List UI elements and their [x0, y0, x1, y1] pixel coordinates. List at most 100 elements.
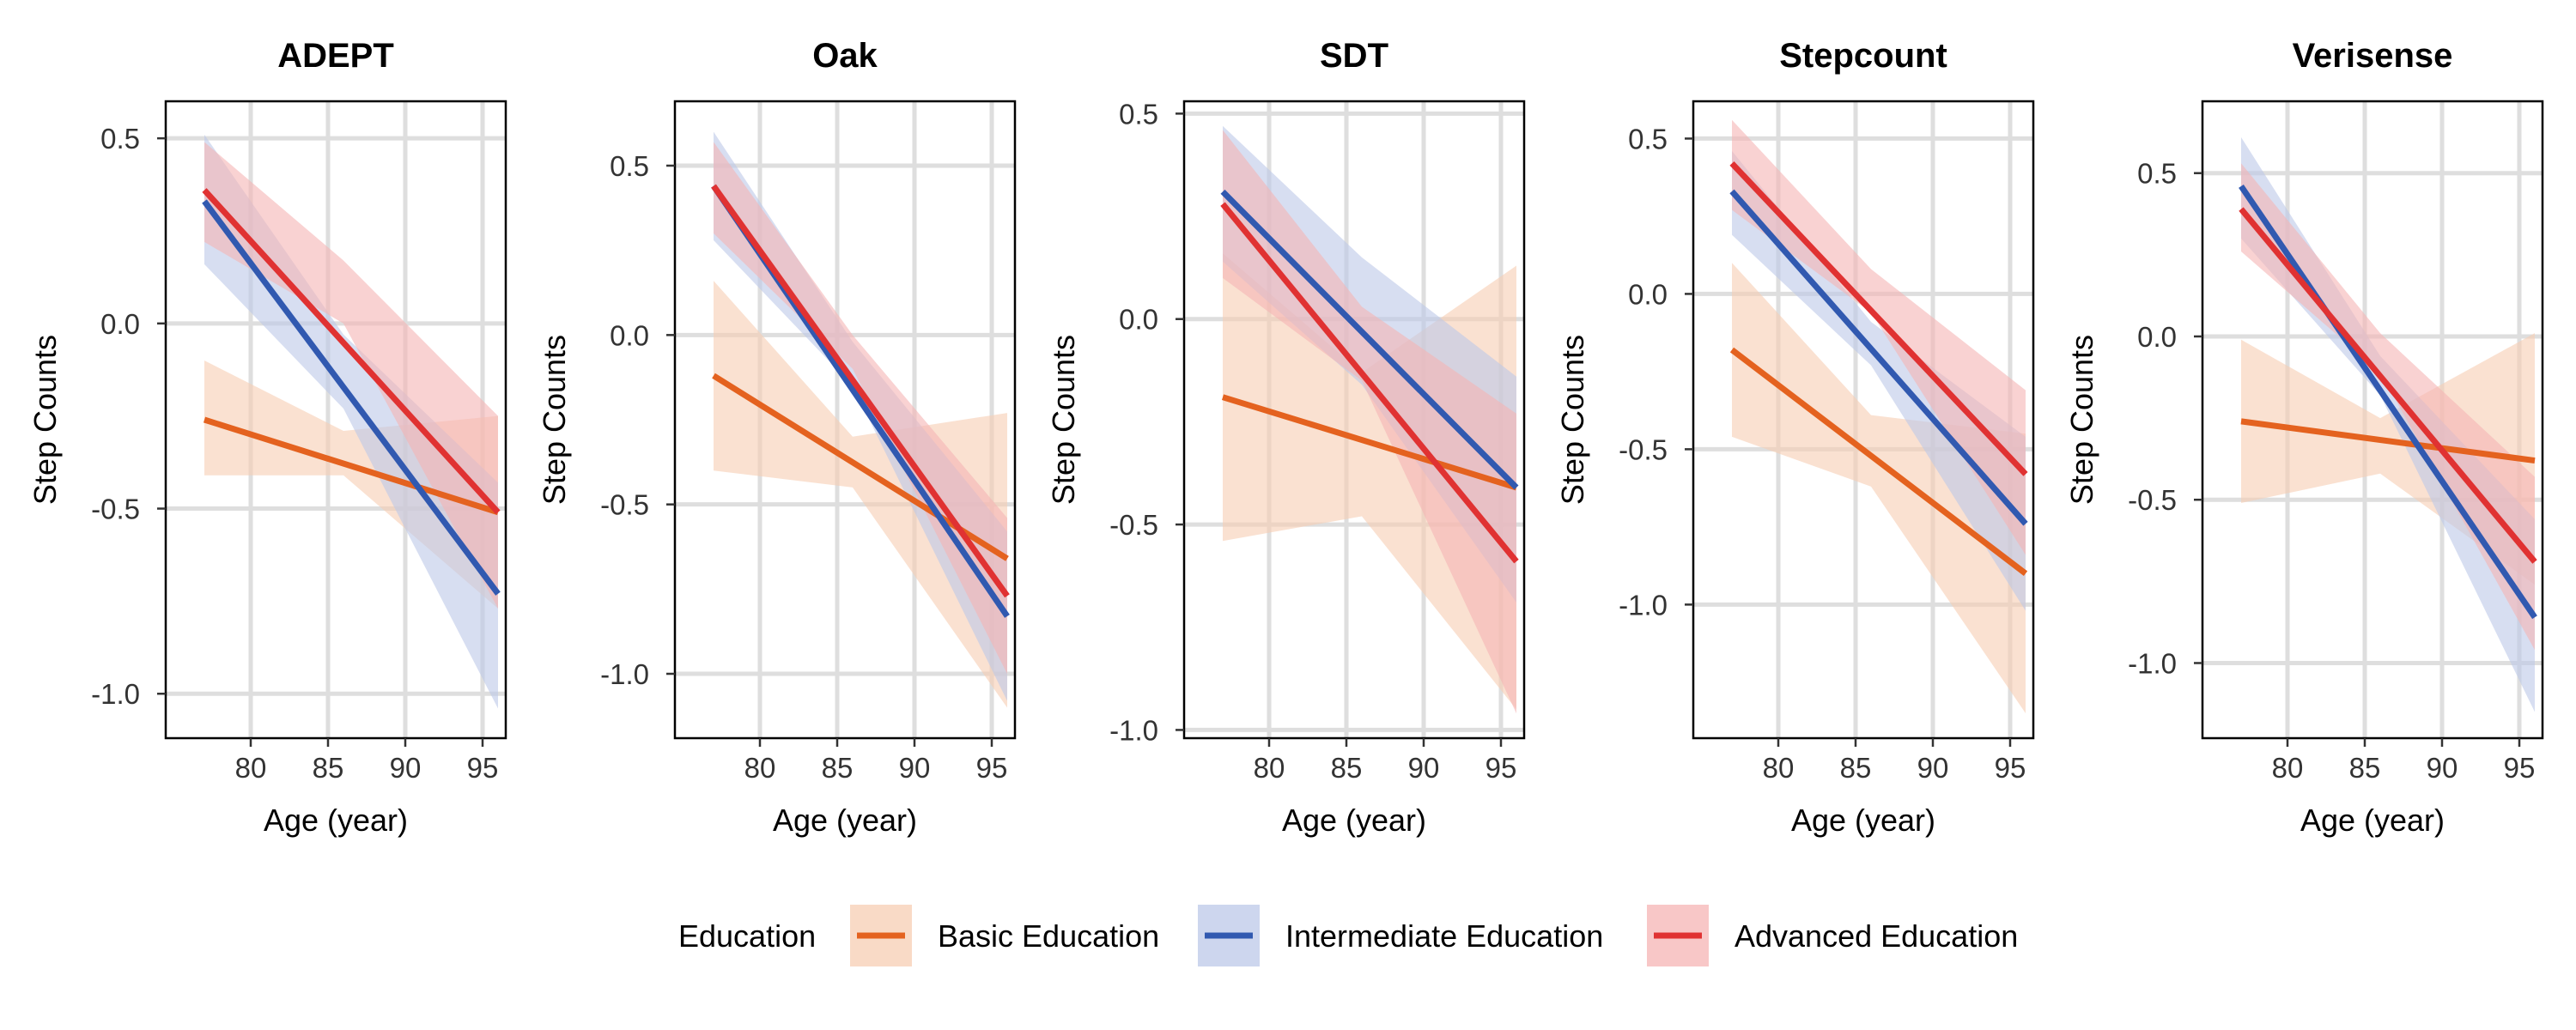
panel-stepcount: 80 85 90 95 0.5 0.0 -0.5 -1.0 Stepcount Age (year… — [1555, 37, 2035, 838]
x-tick-label: 90 — [1408, 752, 1440, 784]
x-tick-label: 80 — [1763, 752, 1795, 784]
x-tick-label: 85 — [313, 752, 344, 784]
y-tick-label: 0.0 — [2137, 321, 2177, 353]
panel-title: ADEPT — [277, 37, 394, 75]
x-tick-label: 80 — [2272, 752, 2304, 784]
panel-frame — [1692, 100, 2035, 740]
panel-sdt: 80 85 90 95 0.5 0.0 -0.5 -1.0 SDT Age (year) Step … — [1046, 37, 1526, 838]
x-tick-label: 80 — [1254, 752, 1285, 784]
y-tick-label: -1.0 — [1619, 589, 1668, 621]
y-tick-label: -1.0 — [91, 678, 140, 710]
x-axis-title: Age (year) — [1282, 803, 1426, 838]
x-tick-label: 85 — [822, 752, 854, 784]
advanced-trend-line — [1220, 202, 1519, 564]
panel-frame — [2201, 100, 2544, 740]
x-tick-label: 85 — [1840, 752, 1872, 784]
advanced-confidence-band — [714, 142, 1007, 675]
y-tick-label: 0.5 — [1628, 123, 1668, 154]
y-tick-label: -0.5 — [1109, 509, 1158, 541]
panel-title: SDT — [1320, 37, 1388, 75]
y-tick-label: 0.0 — [610, 319, 649, 351]
panel-title: Oak — [812, 37, 878, 75]
legend-item-basic: Basic Education — [850, 905, 1159, 966]
x-axis-title: Age (year) — [1791, 803, 1935, 838]
advanced-trend-line — [1729, 161, 2028, 476]
panel-frame — [164, 100, 507, 740]
y-tick-label: 0.5 — [1119, 98, 1158, 130]
y-tick-label: -0.5 — [600, 489, 649, 521]
y-axis-title: Step Counts — [27, 335, 63, 505]
chart-legend: Education Basic Education Intermediate Edu… — [678, 905, 2018, 966]
x-tick-label: 95 — [976, 752, 1008, 784]
y-tick-label: 0.0 — [1628, 278, 1668, 310]
y-tick-label: -1.0 — [1109, 714, 1158, 746]
advanced-confidence-band — [2241, 163, 2535, 651]
basic-confidence-band — [714, 281, 1007, 708]
plot-area — [1220, 125, 1519, 714]
chart-panels: 80 85 90 95 0.5 0.0 -0.5 -1.0 ADEPT Age (year) Ste… — [27, 37, 2544, 838]
basic-trend-line — [2240, 418, 2536, 464]
basic-trend-line — [1221, 394, 1518, 491]
y-axis-title: Step Counts — [1555, 335, 1590, 505]
intermediate-trend-line — [1729, 189, 2028, 526]
plot-area — [2239, 136, 2537, 712]
y-tick-label: -1.0 — [600, 658, 649, 690]
y-tick-label: 0.0 — [100, 308, 140, 340]
y-tick-label: 0.0 — [1119, 304, 1158, 336]
advanced-confidence-band — [1223, 130, 1516, 714]
advanced-confidence-band — [1732, 119, 2026, 555]
y-axis-title: Step Counts — [2064, 335, 2099, 505]
x-axis-title: Age (year) — [773, 803, 917, 838]
y-axis-title: Step Counts — [1046, 335, 1081, 505]
intermediate-confidence-band — [1732, 150, 2026, 611]
y-tick-label: 0.5 — [2137, 158, 2177, 190]
legend-label: Advanced Education — [1735, 918, 2018, 954]
basic-confidence-band — [1732, 263, 2026, 714]
advanced-trend-line — [202, 188, 501, 515]
legend-title: Education — [678, 918, 816, 954]
y-tick-label: -0.5 — [1619, 433, 1668, 465]
x-tick-label: 95 — [1485, 752, 1517, 784]
x-tick-label: 95 — [467, 752, 499, 784]
panel-frame — [1182, 100, 1526, 740]
y-tick-label: -0.5 — [91, 494, 140, 525]
x-axis-title: Age (year) — [2300, 803, 2445, 838]
x-tick-label: 90 — [1917, 752, 1949, 784]
panel-title: Verisense — [2293, 37, 2453, 75]
x-tick-label: 80 — [744, 752, 776, 784]
y-tick-label: -1.0 — [2128, 647, 2177, 679]
x-tick-label: 95 — [1995, 752, 2026, 784]
basic-trend-line — [1729, 347, 2028, 576]
legend-label: Basic Education — [938, 918, 1159, 954]
plot-area — [202, 134, 501, 709]
advanced-trend-line — [2239, 207, 2537, 564]
advanced-trend-line — [711, 184, 1010, 598]
legend-item-intermediate: Intermediate Education — [1198, 905, 1603, 966]
panel-frame — [673, 100, 1017, 740]
plot-area — [1729, 119, 2028, 714]
x-axis-title: Age (year) — [264, 803, 408, 838]
panel-verisense: 80 85 90 95 0.5 0.0 -0.5 -1.0 Verisense Age (year… — [2064, 37, 2544, 838]
y-tick-label: 0.5 — [100, 123, 140, 154]
y-axis-title: Step Counts — [537, 335, 572, 505]
x-tick-label: 90 — [899, 752, 931, 784]
plot-area — [711, 131, 1010, 708]
x-tick-label: 85 — [1331, 752, 1363, 784]
basic-confidence-band — [204, 360, 498, 609]
x-tick-label: 95 — [2504, 752, 2536, 784]
x-tick-label: 80 — [235, 752, 267, 784]
panel-oak: 80 85 90 95 0.5 0.0 -0.5 -1.0 Oak Age (year) Step … — [537, 37, 1017, 838]
x-tick-label: 90 — [390, 752, 422, 784]
basic-trend-line — [203, 416, 500, 516]
panel-title: Stepcount — [1779, 37, 1947, 75]
intermediate-trend-line — [202, 199, 501, 596]
x-tick-label: 85 — [2349, 752, 2381, 784]
intermediate-trend-line — [2239, 184, 2537, 620]
legend-label: Intermediate Education — [1285, 918, 1603, 954]
y-tick-label: 0.5 — [610, 150, 649, 182]
legend-item-advanced: Advanced Education — [1647, 905, 2018, 966]
intermediate-trend-line — [1220, 189, 1519, 490]
advanced-confidence-band — [204, 142, 498, 609]
y-tick-label: -0.5 — [2128, 484, 2177, 516]
